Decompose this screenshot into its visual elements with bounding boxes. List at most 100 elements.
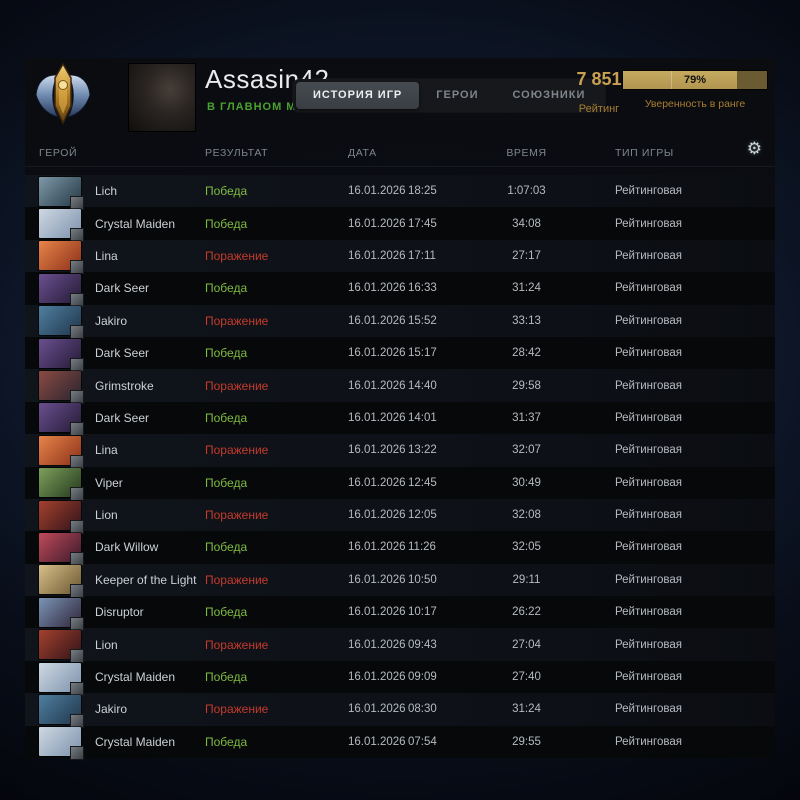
table-row[interactable]: Crystal Maiden Победа 16.01.2026 09:09 27:40… [25, 660, 775, 696]
match-result: Победа [205, 216, 248, 231]
match-type: Рейтинговая [615, 541, 682, 554]
match-duration: 26:22 [512, 606, 541, 619]
hero-name: Dark Seer [95, 281, 150, 296]
match-result: Поражение [205, 313, 269, 328]
table-row[interactable]: Jakiro Поражение 16.01.2026 08:30 31:24 Рейти… [25, 693, 775, 728]
portrait-item-icon [70, 487, 84, 502]
match-type: Рейтинговая [615, 347, 682, 360]
table-row[interactable]: Lion Поражение 16.01.2026 12:05 32:08 Рейтинг… [25, 498, 775, 534]
table-row[interactable]: Lina Поражение 16.01.2026 13:22 32:07 Рейтинг… [25, 434, 775, 469]
match-type: Рейтинговая [615, 444, 682, 457]
match-start-time: 14:40 [408, 379, 437, 392]
table-row[interactable]: Dark Willow Победа 16.01.2026 11:26 32:05 Рей… [25, 531, 775, 566]
tab-allies[interactable]: СОЮЗНИКИ [512, 89, 586, 101]
rank-confidence-bar: 79% [623, 71, 767, 89]
hero-portrait [39, 597, 84, 631]
table-row[interactable]: Viper Победа 16.01.2026 12:45 30:49 Рейтингов… [25, 466, 775, 502]
gear-icon[interactable]: ⚙ [746, 139, 762, 158]
table-row[interactable]: Dark Seer Победа 16.01.2026 16:33 31:24 Рейти… [25, 272, 775, 307]
match-start-time: 13:22 [408, 444, 437, 457]
match-result: Победа [205, 475, 248, 490]
match-result: Победа [205, 605, 248, 620]
hero-portrait-cell [39, 662, 95, 696]
hero-name: Lich [95, 184, 118, 199]
hero-portrait [39, 694, 84, 728]
hero-name: Crystal Maiden [95, 216, 176, 231]
match-type: Рейтинговая [615, 217, 682, 230]
match-duration: 27:40 [512, 671, 541, 684]
match-date: 16.01.2026 [348, 185, 406, 198]
hero-portrait-cell [39, 694, 95, 728]
hero-portrait-cell [39, 532, 95, 566]
hero-portrait [39, 532, 84, 566]
match-type: Рейтинговая [615, 671, 682, 684]
match-date: 16.01.2026 [348, 411, 406, 424]
table-row[interactable]: Disruptor Победа 16.01.2026 10:17 26:22 Рейти… [25, 596, 775, 631]
table-row[interactable]: Grimstroke Поражение 16.01.2026 14:40 29:58 Р… [25, 369, 775, 405]
match-result: Победа [205, 410, 248, 425]
rank-confidence-percent: 79% [683, 74, 707, 86]
table-row[interactable]: Keeper of the Light Поражение 16.01.2026 10… [25, 563, 775, 599]
rank-confidence-label: Уверенность в ранге [644, 98, 746, 110]
match-result: Победа [205, 184, 248, 199]
match-start-time: 18:25 [408, 185, 437, 198]
hero-portrait [39, 468, 84, 502]
match-date: 16.01.2026 [348, 606, 406, 619]
portrait-item-icon [70, 325, 84, 340]
hero-portrait-cell [39, 403, 95, 437]
hero-portrait [39, 662, 84, 696]
match-duration: 34:08 [512, 217, 541, 230]
rank-confidence-fill [623, 71, 737, 89]
portrait-item-icon [70, 390, 84, 405]
match-result: Поражение [205, 637, 269, 652]
match-type: Рейтинговая [615, 703, 682, 716]
match-type: Рейтинговая [615, 606, 682, 619]
match-start-time: 07:54 [408, 735, 437, 748]
table-row[interactable]: Dark Seer Победа 16.01.2026 15:17 28:42 Рейти… [25, 336, 775, 372]
tab-history[interactable]: ИСТОРИЯ ИГР [296, 82, 420, 109]
table-row[interactable]: Lion Поражение 16.01.2026 09:43 27:04 Рейтинг… [25, 628, 775, 664]
match-type: Рейтинговая [615, 573, 682, 586]
match-result: Победа [205, 281, 248, 296]
hero-name: Lina [95, 443, 118, 458]
match-result: Поражение [205, 508, 269, 523]
match-result: Поражение [205, 443, 269, 458]
column-header-date: ДАТА [348, 147, 377, 159]
match-date: 16.01.2026 [348, 573, 406, 586]
hero-portrait [39, 371, 84, 405]
hero-name: Dark Seer [95, 410, 150, 425]
hero-portrait [39, 338, 84, 372]
table-row[interactable]: Jakiro Поражение 16.01.2026 15:52 33:13 Рейти… [25, 304, 775, 340]
avatar[interactable] [128, 63, 196, 132]
match-start-time: 12:45 [408, 476, 437, 489]
table-row[interactable]: Dark Seer Победа 16.01.2026 14:01 31:37 Рейти… [25, 401, 775, 437]
match-result: Победа [205, 670, 248, 685]
match-date: 16.01.2026 [348, 638, 406, 651]
hero-portrait [39, 306, 84, 340]
portrait-item-icon [70, 746, 84, 761]
table-row[interactable]: Lina Поражение 16.01.2026 17:11 27:17 Рейтинг… [25, 239, 775, 275]
portrait-item-icon [70, 681, 84, 696]
rating-label: Рейтинг [578, 103, 620, 115]
table-row[interactable]: Crystal Maiden Победа 16.01.2026 17:45 34:08… [25, 207, 775, 243]
portrait-item-icon [70, 584, 84, 599]
table-row[interactable]: Crystal Maiden Победа 16.01.2026 07:54 29:55… [25, 725, 775, 761]
table-row[interactable]: Lich Победа 16.01.2026 18:25 1:07:03 Рейтинго… [25, 175, 775, 210]
hero-portrait [39, 209, 84, 243]
portrait-item-icon [70, 454, 84, 469]
hero-name: Grimstroke [95, 378, 154, 393]
hero-portrait-cell [39, 597, 95, 631]
match-date: 16.01.2026 [348, 703, 406, 716]
match-result: Поражение [205, 702, 269, 717]
match-date: 16.01.2026 [348, 379, 406, 392]
match-start-time: 09:09 [408, 671, 437, 684]
match-start-time: 11:26 [408, 541, 436, 554]
portrait-item-icon [70, 616, 84, 631]
hero-name: Dark Seer [95, 346, 150, 361]
tab-heroes[interactable]: ГЕРОИ [436, 89, 479, 101]
match-history-list: Lich Победа 16.01.2026 18:25 1:07:03 Рейтинго… [25, 175, 775, 761]
match-type: Рейтинговая [615, 638, 682, 651]
portrait-item-icon [70, 713, 84, 728]
match-date: 16.01.2026 [348, 217, 406, 230]
match-result: Победа [205, 734, 248, 749]
